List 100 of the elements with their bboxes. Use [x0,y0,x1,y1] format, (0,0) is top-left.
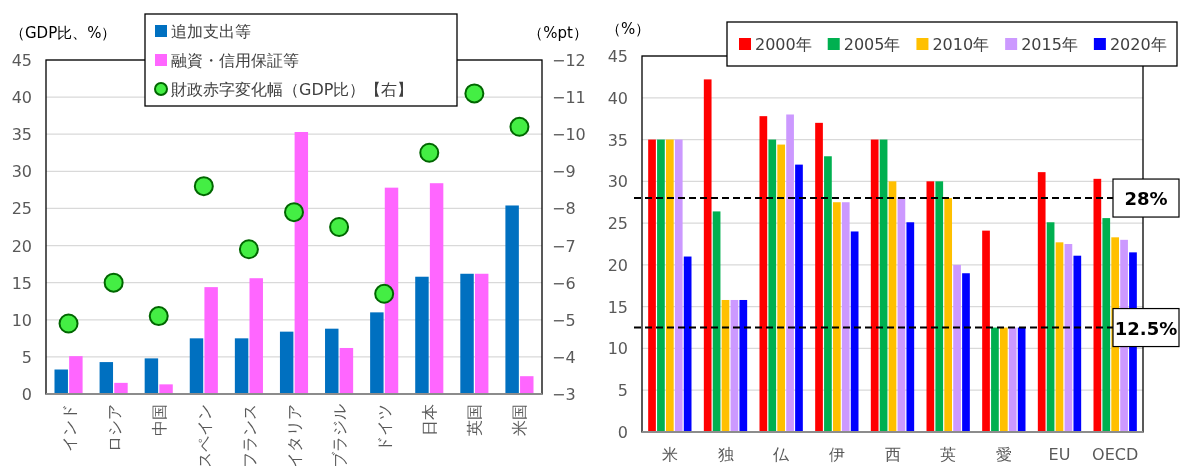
x-tick-label: 仏 [772,445,791,464]
bar [665,139,674,432]
y-tick-label: 0 [21,385,32,404]
bar [415,276,429,394]
bar [279,331,294,394]
bar [505,205,519,394]
bar [657,139,665,432]
x-tick-label: OECD [1092,445,1139,464]
bar [777,144,786,432]
y-tick-label: 15 [607,297,628,317]
y2-tick-label: −7 [552,236,576,256]
legend-label: 追加支出等 [171,22,251,41]
bar [249,278,263,394]
bar [189,338,204,394]
legend-label: 2010年 [932,35,990,54]
legend-label: 2015年 [1021,35,1078,54]
y-axis-title: （GDP比、%） [10,24,117,42]
bar [54,369,68,394]
y-tick-label: 35 [11,125,32,145]
bar [944,198,953,432]
legend-label: 2020年 [1109,35,1167,54]
y-tick-label: 25 [11,199,32,219]
bar [1102,218,1111,432]
bar [999,327,1008,432]
x-tick-label: ドイツ [375,404,395,452]
bar [520,376,534,394]
bar [795,164,803,432]
y-tick-label: 35 [607,130,628,150]
bar [69,356,83,394]
bar [683,256,692,432]
x-tick-label: ブラジル [330,404,350,466]
x-tick-label: インド [59,404,79,452]
bar [114,382,128,394]
bar [648,139,656,432]
point [419,142,440,163]
y-tick-label: 10 [607,339,628,359]
x-tick-label: 愛 [995,445,1012,464]
ref-line-label: 28% [1124,188,1168,210]
bar [99,362,114,394]
bar [429,183,444,394]
bar [1055,242,1064,432]
bar [832,202,841,432]
x-tick-label: 日本 [420,404,440,436]
bar [1064,244,1073,432]
x-tick-label: 米 [661,445,678,464]
bar [815,122,823,432]
y-tick-label: 20 [607,255,628,275]
ref-line-label: 12.5% [1114,317,1178,339]
bar [370,312,384,394]
y-tick-label: 25 [607,214,628,234]
y-tick-label: 45 [607,47,628,66]
bar [1037,172,1046,432]
x-tick-label: 西 [884,445,901,464]
y2-tick-label: −9 [552,162,576,182]
bar [926,181,935,432]
bar [1046,222,1055,432]
x-tick-label: イタリア [285,404,304,466]
x-tick-label: EU [1048,445,1071,464]
bar [1017,327,1026,432]
point [374,283,395,304]
bar [460,273,474,394]
bar [1073,255,1082,432]
y-tick-label: 40 [11,88,32,108]
x-tick-label: 米国 [510,404,530,436]
x-tick-label: 中国 [149,404,169,436]
bar [850,231,859,432]
point [238,239,259,260]
bar [325,328,339,394]
bar [870,139,879,432]
bar [739,299,748,432]
y2-tick-label: −5 [552,310,576,330]
bar [339,347,354,394]
point [464,83,485,104]
y-tick-label: 0 [617,423,628,442]
bar [474,273,489,394]
y2-tick-label: −11 [552,88,586,108]
x-tick-label: スペイン [194,404,214,466]
y-tick-label: 15 [11,273,32,293]
x-tick-label: フランス [239,404,259,466]
y-tick-label: 5 [21,347,32,367]
x-tick-label: ロシア [104,404,124,452]
y2-tick-label: −12 [552,51,586,70]
bar [962,273,970,432]
y-tick-label: 10 [11,310,32,330]
bar [759,116,768,432]
point [193,176,214,197]
bar [906,222,915,432]
legend-label: 融資・信用保証等 [171,51,299,70]
y2-axis-title: （%pt） [528,24,588,42]
point [148,306,169,327]
bar [768,139,777,432]
bar [674,139,683,432]
y2-tick-label: −8 [552,199,576,219]
point [284,202,304,223]
bar [294,132,309,394]
bar [982,230,990,432]
y-axis-title: （%） [606,20,651,38]
bar [953,264,961,432]
bar [824,156,832,432]
point [58,313,79,334]
